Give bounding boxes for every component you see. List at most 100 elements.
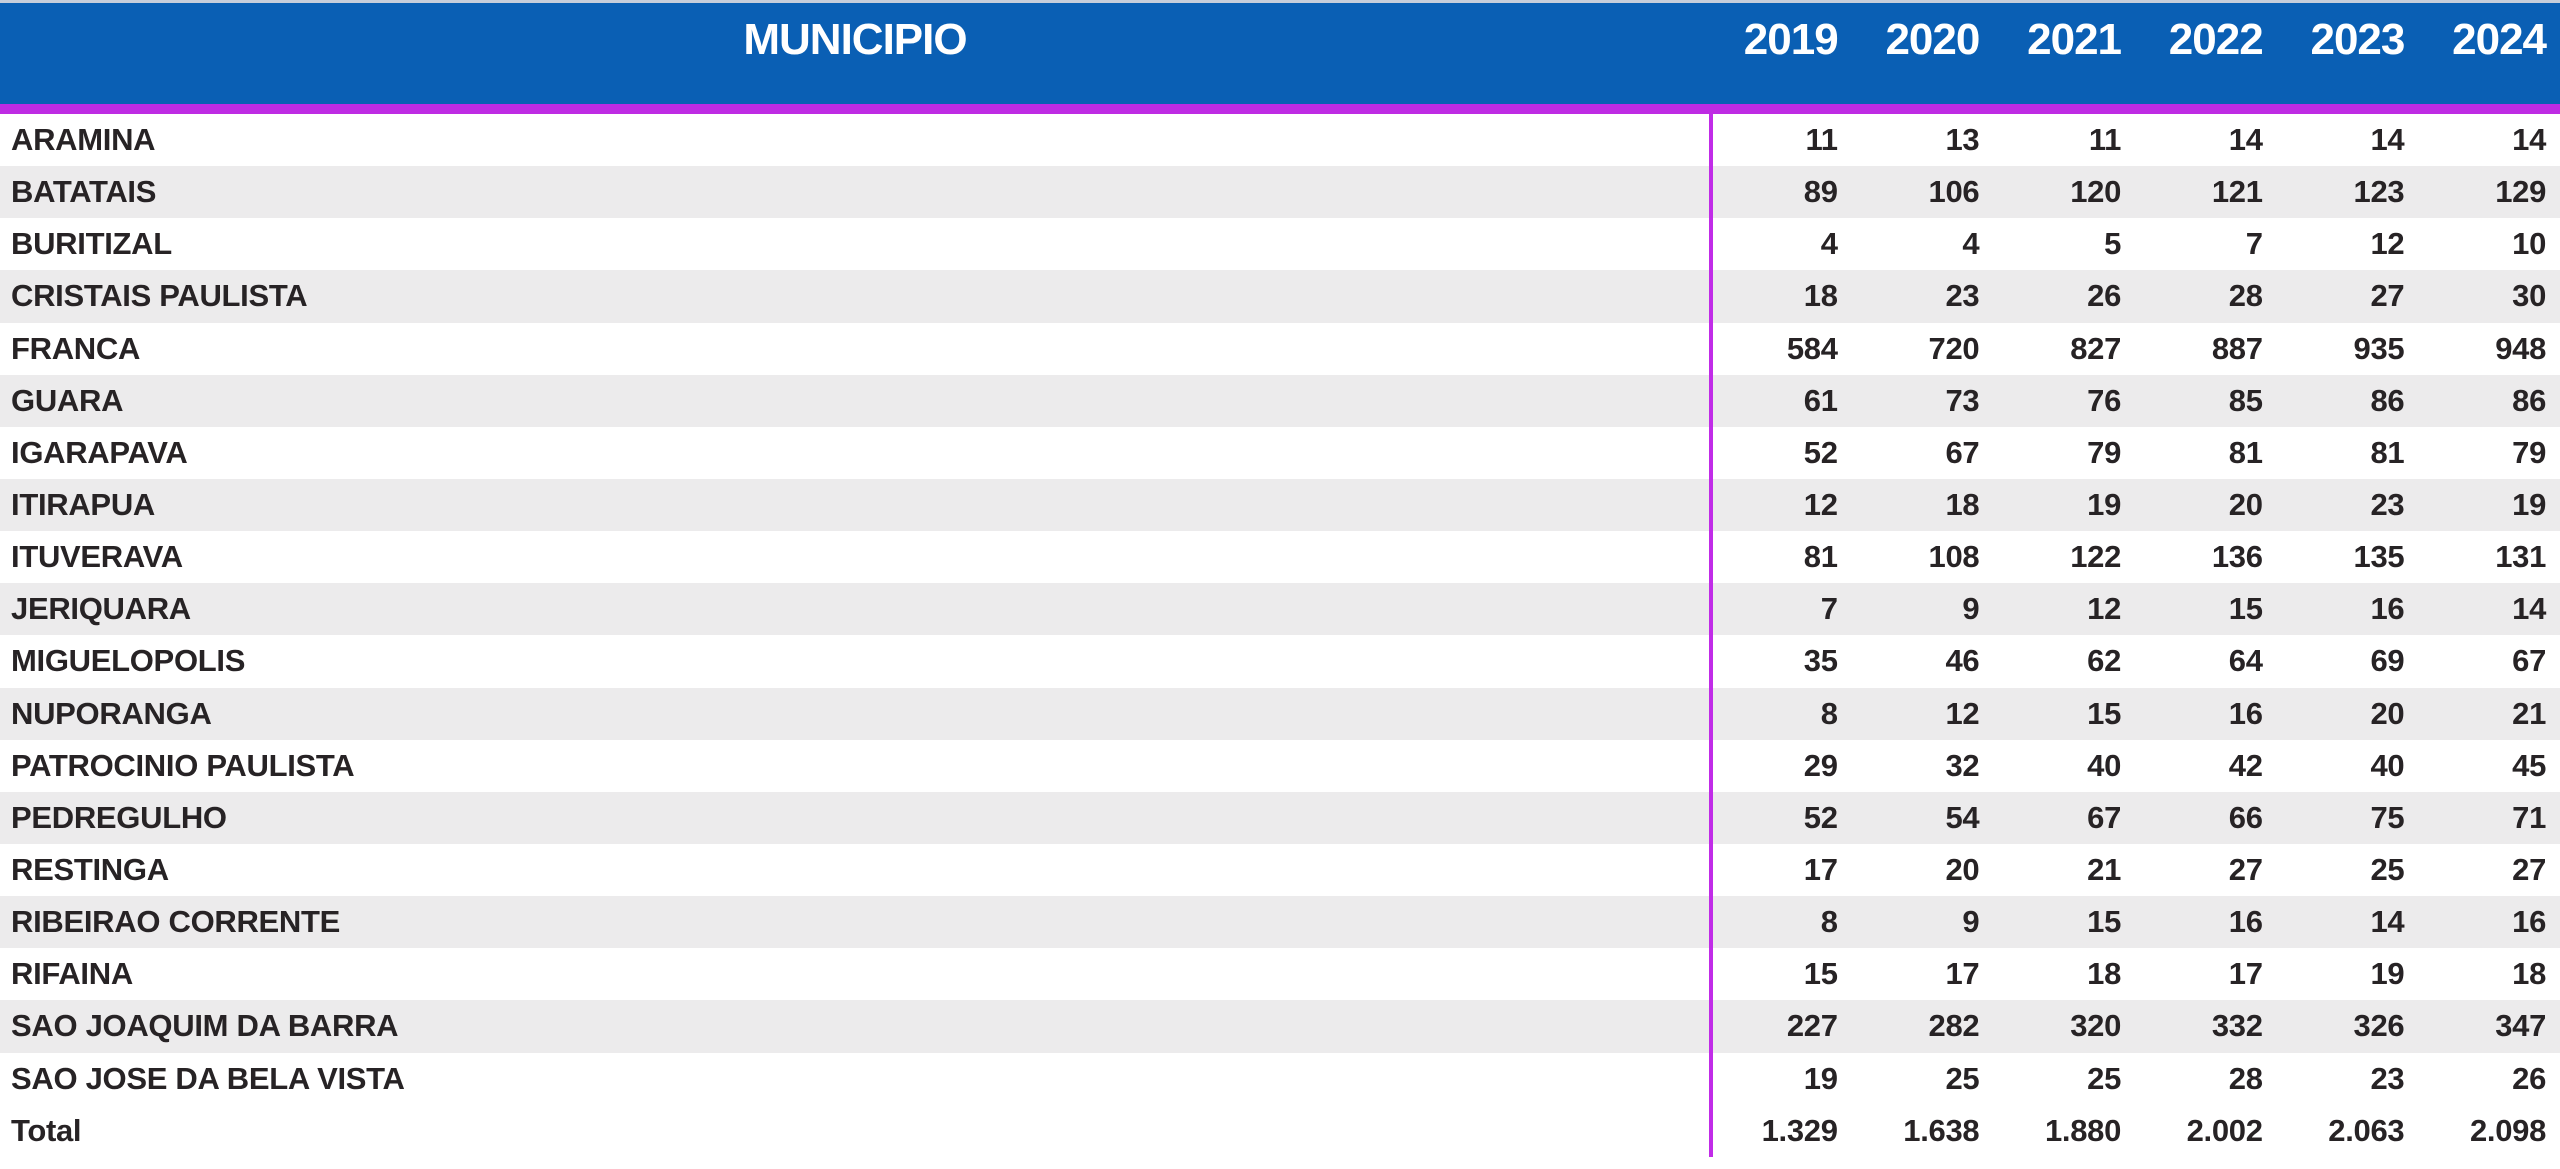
value-cell-2024: 26 (2512, 1060, 2547, 1096)
value-cell-2020: 108 (1928, 539, 1980, 575)
value-cell-2022: 81 (2228, 434, 2263, 470)
value-cell-2020: 17 (1945, 956, 1980, 992)
value-cell-2024: 18 (2512, 956, 2547, 992)
value-cell-2022: 17 (2228, 956, 2263, 992)
table-row[interactable]: ITUVERAVA 81 108 122 136 135 131 (0, 531, 2560, 584)
value-cell-2021: 19 (2087, 487, 2122, 523)
value-cell-2021: 11 (2088, 122, 2122, 158)
table-row[interactable]: ARAMINA 11 13 11 14 14 14 (0, 114, 2560, 167)
value-cell-2020: 20 (1945, 852, 1980, 888)
value-cell-2022: 42 (2228, 747, 2263, 783)
column-header-municipio[interactable]: MUNICIPIO (743, 15, 967, 64)
table-row[interactable]: MIGUELOPOLIS 35 46 62 64 69 67 (0, 635, 2560, 688)
value-cell-2023: 135 (2353, 539, 2405, 575)
table-row[interactable]: SAO JOAQUIM DA BARRA 227 282 320 332 326… (0, 1000, 2560, 1053)
value-cell-2024: 347 (2495, 1008, 2547, 1044)
value-cell-2019: 52 (1803, 434, 1838, 470)
value-cell-2021: 5 (2104, 226, 2122, 262)
value-cell-2021: 25 (2087, 1060, 2122, 1096)
value-cell-2019: 7 (1820, 591, 1838, 627)
value-cell-2023: 81 (2370, 434, 2405, 470)
municipio-cell: GUARA (11, 382, 124, 418)
table-row[interactable]: FRANCA 584 720 827 887 935 948 (0, 322, 2560, 375)
value-cell-2020: 25 (1945, 1060, 1980, 1096)
table-row[interactable]: BURITIZAL 4 4 5 7 12 10 (0, 218, 2560, 271)
table-row[interactable]: BATATAIS 89 106 120 121 123 129 (0, 166, 2560, 219)
value-cell-2022: 20 (2228, 487, 2263, 523)
table-row-total[interactable]: Total 1.329 1.638 1.880 2.002 2.063 2.09… (0, 1104, 2560, 1157)
municipio-cell: SAO JOAQUIM DA BARRA (11, 1008, 399, 1044)
value-cell-2023: 40 (2370, 747, 2405, 783)
column-header-2024[interactable]: 2024 (2452, 15, 2547, 64)
value-cell-2022: 332 (2211, 1008, 2263, 1044)
municipio-cell: CRISTAIS PAULISTA (11, 278, 308, 314)
value-cell-2024: 948 (2495, 330, 2547, 366)
value-cell-2019: 35 (1803, 643, 1838, 679)
value-cell-2021: 76 (2087, 382, 2122, 418)
municipio-cell: BURITIZAL (11, 226, 172, 262)
value-cell-2023: 69 (2370, 643, 2405, 679)
value-cell-2021: 827 (2070, 330, 2122, 366)
value-cell-2023: 2.063 (2328, 1112, 2405, 1148)
value-cell-2019: 1.329 (1761, 1112, 1838, 1148)
value-cell-2020: 67 (1945, 434, 1980, 470)
value-cell-2021: 26 (2087, 278, 2122, 314)
municipio-cell: ITIRAPUA (11, 487, 155, 523)
value-cell-2021: 79 (2087, 434, 2122, 470)
column-header-2023[interactable]: 2023 (2310, 15, 2405, 64)
value-cell-2019: 52 (1803, 799, 1838, 835)
value-cell-2022: 16 (2228, 904, 2263, 940)
municipio-cell: Total (11, 1112, 82, 1148)
column-header-2020[interactable]: 2020 (1885, 15, 1980, 64)
value-cell-2024: 27 (2512, 852, 2547, 888)
value-cell-2020: 12 (1945, 695, 1980, 731)
table-row[interactable]: RIFAINA 15 17 18 17 19 18 (0, 948, 2560, 1001)
value-cell-2023: 86 (2370, 382, 2405, 418)
table-row[interactable]: NUPORANGA 8 12 15 16 20 21 (0, 687, 2560, 740)
value-cell-2024: 14 (2512, 591, 2547, 627)
table-row[interactable]: ITIRAPUA 12 18 19 20 23 19 (0, 478, 2560, 532)
table-row[interactable]: IGARAPAVA 52 67 79 81 81 79 (0, 426, 2560, 479)
table-row[interactable]: GUARA 61 73 76 85 86 86 (0, 374, 2560, 427)
table-row[interactable]: PATROCINIO PAULISTA 29 32 40 42 40 45 (0, 739, 2560, 792)
value-cell-2024: 14 (2512, 122, 2547, 158)
value-cell-2024: 16 (2512, 904, 2547, 940)
value-cell-2022: 15 (2228, 591, 2263, 627)
value-cell-2023: 23 (2370, 487, 2405, 523)
value-cell-2023: 14 (2370, 904, 2405, 940)
value-cell-2019: 4 (1820, 226, 1838, 262)
column-header-2022[interactable]: 2022 (2168, 15, 2264, 64)
value-cell-2019: 227 (1786, 1008, 1838, 1044)
value-cell-2020: 32 (1945, 747, 1980, 783)
value-cell-2021: 62 (2087, 643, 2122, 679)
value-cell-2019: 18 (1803, 278, 1838, 314)
value-cell-2021: 67 (2087, 799, 2122, 835)
value-cell-2019: 89 (1803, 174, 1838, 210)
value-cell-2022: 14 (2228, 122, 2263, 158)
municipio-cell: ITUVERAVA (11, 539, 183, 575)
value-cell-2019: 81 (1803, 539, 1838, 575)
value-cell-2024: 10 (2512, 226, 2547, 262)
value-cell-2020: 282 (1928, 1008, 1980, 1044)
value-cell-2024: 131 (2495, 539, 2547, 575)
municipio-cell: ARAMINA (11, 122, 156, 158)
table-row[interactable]: SAO JOSE DA BELA VISTA 19 25 25 28 23 26 (0, 1052, 2560, 1105)
table-row[interactable]: CRISTAIS PAULISTA 18 23 26 28 27 30 (0, 270, 2560, 323)
municipio-cell: SAO JOSE DA BELA VISTA (11, 1060, 405, 1096)
table-row[interactable]: JERIQUARA 7 9 12 15 16 14 (0, 583, 2560, 636)
value-cell-2019: 17 (1803, 852, 1838, 888)
value-cell-2020: 54 (1945, 799, 1980, 835)
value-cell-2021: 40 (2087, 747, 2122, 783)
value-cell-2024: 129 (2495, 174, 2547, 210)
value-cell-2022: 16 (2228, 695, 2263, 731)
value-cell-2024: 45 (2512, 747, 2547, 783)
column-header-2021[interactable]: 2021 (2027, 15, 2122, 64)
column-header-2019[interactable]: 2019 (1743, 15, 1839, 64)
table-row[interactable]: RIBEIRAO CORRENTE 8 9 15 16 14 16 (0, 896, 2560, 949)
value-cell-2019: 8 (1820, 904, 1838, 940)
column-separator-accent (1709, 114, 1713, 1157)
table-row[interactable]: PEDREGULHO 52 54 67 66 75 71 (0, 791, 2560, 844)
value-cell-2022: 121 (2211, 174, 2263, 210)
table-row[interactable]: RESTINGA 17 20 21 27 25 27 (0, 843, 2560, 897)
